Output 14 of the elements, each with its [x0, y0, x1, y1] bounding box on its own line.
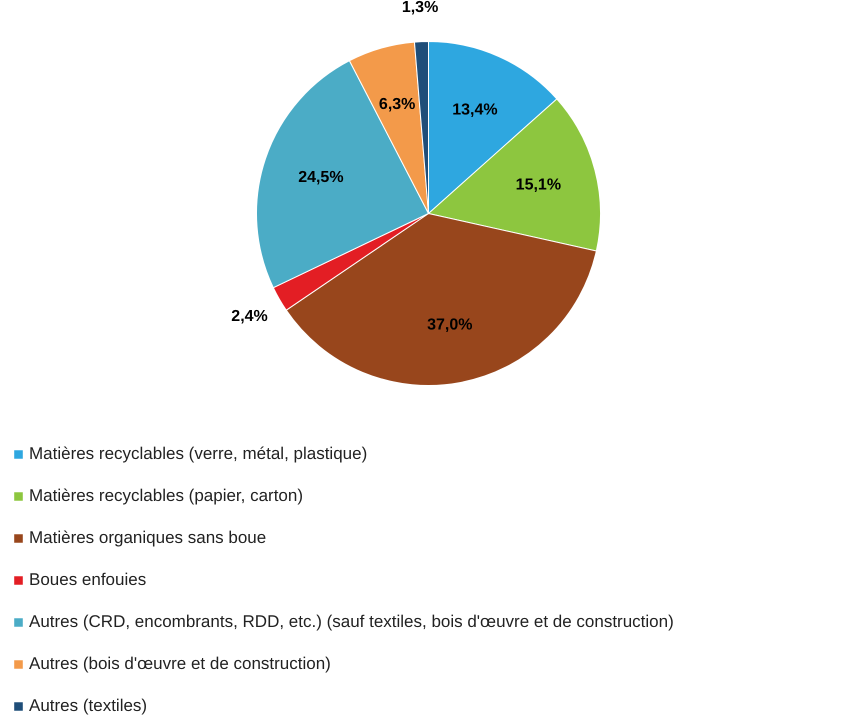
data-label: 15,1% [516, 176, 562, 194]
legend-label: Matières recyclables (verre, métal, plastique) [29, 444, 368, 464]
data-label: 24,5% [298, 168, 344, 186]
legend-label: Matières recyclables (papier, carton) [29, 486, 304, 506]
legend-label: Matières organiques sans boue [29, 528, 266, 548]
legend-label: Boues enfouies [29, 570, 146, 590]
data-label: 2,4% [231, 308, 268, 325]
legend-label: Autres (CRD, encombrants, RDD, etc.) (sauf textiles, bois d'œuvre et de construction) [29, 612, 674, 632]
data-label: 37,0% [427, 316, 472, 334]
legend-label: Autres (textiles) [29, 696, 148, 716]
data-label: 13,4% [452, 101, 498, 118]
legend-label: Autres (bois d'œuvre et de construction) [29, 654, 331, 674]
data-label: 6,3% [378, 96, 416, 113]
data-label: 1,3% [402, 0, 438, 16]
